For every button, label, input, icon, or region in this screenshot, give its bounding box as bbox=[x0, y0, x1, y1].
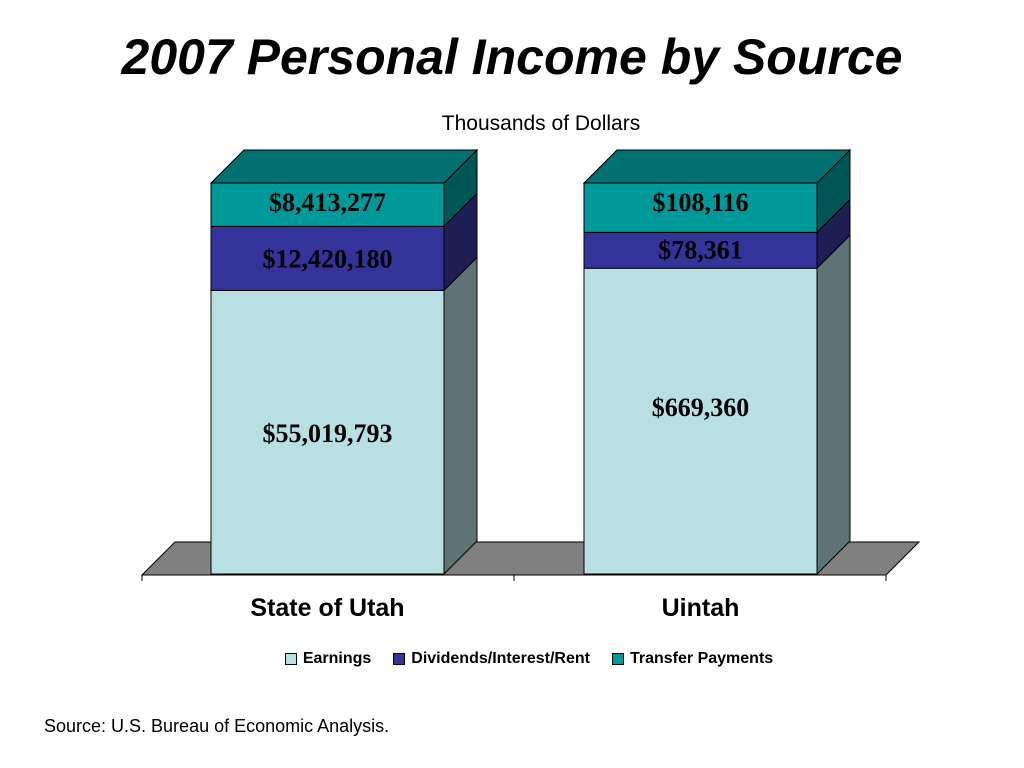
bar-segment-front bbox=[583, 182, 818, 233]
legend-label-transfer: Transfer Payments bbox=[629, 650, 774, 667]
legend-label-dividends: Dividends/Interest/Rent bbox=[411, 650, 590, 667]
chart-legend: Earnings Dividends/Interest/Rent Transfe… bbox=[0, 650, 1024, 668]
chart-canvas: $55,019,793 $12,420,180 $8,413,277 State of… bbox=[140, 148, 921, 622]
bar-segment-side bbox=[443, 256, 478, 576]
bar-top-face bbox=[582, 149, 852, 184]
data-label: $8,413,277 bbox=[269, 188, 386, 217]
source-note: Source: U.S. Bureau of Economic Analysis… bbox=[44, 716, 390, 736]
bar-segment-front bbox=[210, 182, 445, 227]
x-tick-label: State of Utah bbox=[250, 594, 404, 622]
data-label: $78,361 bbox=[658, 235, 743, 264]
bar-segment-front bbox=[210, 225, 445, 291]
legend-swatch-earnings bbox=[284, 653, 297, 665]
bar-segment-front bbox=[583, 267, 818, 575]
data-label: $108,116 bbox=[652, 188, 748, 217]
legend-item-earnings: Earnings bbox=[284, 650, 372, 668]
chart-subtitle: Thousands of Dollars bbox=[441, 112, 641, 135]
x-tick-label: Uintah bbox=[662, 594, 740, 622]
legend-label-earnings: Earnings bbox=[302, 650, 372, 667]
bar-segment-front bbox=[210, 289, 445, 575]
data-label: $12,420,180 bbox=[263, 244, 393, 273]
legend-swatch-dividends bbox=[393, 653, 406, 665]
chart-title: 2007 Personal Income by Source bbox=[121, 29, 903, 85]
legend-swatch-transfer bbox=[611, 653, 624, 665]
legend-item-transfer: Transfer Payments bbox=[611, 650, 774, 668]
bar-top-face bbox=[209, 149, 479, 184]
data-label: $55,019,793 bbox=[263, 419, 393, 448]
bar-segment-side bbox=[816, 233, 851, 576]
data-label: $669,360 bbox=[652, 393, 750, 422]
legend-item-dividends: Dividends/Interest/Rent bbox=[393, 650, 590, 668]
